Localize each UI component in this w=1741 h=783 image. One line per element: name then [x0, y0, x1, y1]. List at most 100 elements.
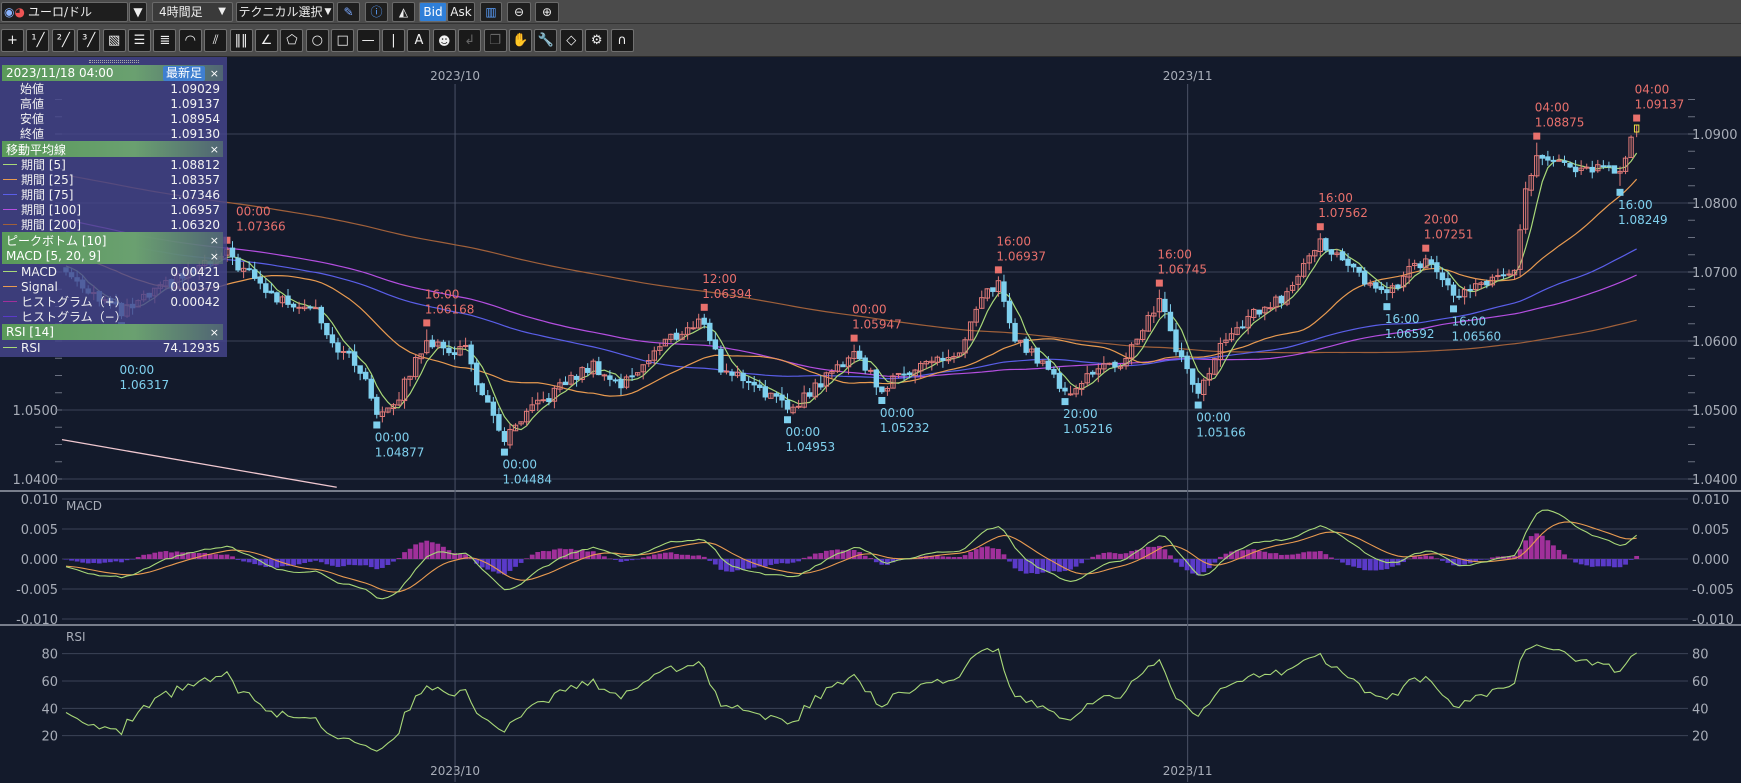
zoom-in-button[interactable]: ⊕ — [535, 2, 559, 22]
line-2-tool-button[interactable]: ²╱ — [51, 29, 75, 52]
info-button[interactable]: ⓘ — [365, 2, 388, 22]
candle-body — [490, 401, 497, 416]
symbol-select[interactable]: ◉ ◕ ユーロ/ドル — [1, 2, 128, 22]
macd-histogram-negative-bar — [1334, 559, 1340, 560]
macd-histogram-negative-bar — [108, 559, 113, 563]
bottom-marker — [784, 416, 791, 424]
macd-histogram-negative-bar — [624, 559, 629, 561]
pencil-button[interactable]: ✎ — [337, 2, 360, 22]
candle-body — [285, 295, 291, 305]
wrench-tool-button[interactable]: 🔧 — [534, 29, 558, 52]
rsi-panel-title: RSI — [66, 630, 86, 644]
macd-histogram-positive-bar — [579, 549, 585, 559]
timeframe-select[interactable]: 4時間足 ▼ — [152, 2, 233, 22]
ma-row: 期間 [25] 1.08357 — [0, 172, 227, 187]
rsi-axis-label-left: 60 — [41, 675, 58, 690]
candle — [1095, 363, 1101, 383]
angle-tool-button[interactable]: ∠ — [255, 29, 278, 52]
horizontal-line-tool-button[interactable]: — — [356, 29, 380, 52]
row-value: 1.09130 — [170, 126, 220, 141]
candle-body — [529, 404, 535, 412]
macd-histogram-negative-bar — [85, 559, 91, 564]
vertical-lines-tool-button[interactable]: ‖‖ — [229, 29, 253, 52]
line-3-tool-button[interactable]: ³╱ — [77, 29, 101, 52]
macd-histogram-positive-bar — [818, 553, 824, 559]
vertical-line-tool-button[interactable]: | — [382, 29, 405, 52]
candle-body — [623, 376, 630, 388]
close-icon[interactable]: × — [209, 325, 219, 339]
candle-body — [906, 372, 913, 376]
bid-button[interactable]: Bid — [419, 2, 447, 22]
undo-tool-button[interactable]: ↲ — [458, 29, 482, 52]
symbol-dropdown-button[interactable]: ▼ — [129, 2, 147, 22]
pentagon-tool-button[interactable]: ⬠ — [280, 29, 304, 52]
panel-drag-handle[interactable] — [0, 57, 227, 65]
candle — [1117, 363, 1124, 371]
candle-body — [734, 371, 741, 377]
hand-tool-button[interactable]: ✋ — [509, 29, 532, 52]
technical-select[interactable]: テクニカル選択 ▼ — [236, 2, 334, 22]
candle-body — [1195, 383, 1201, 394]
line-1-tool-button[interactable]: ¹╱ — [26, 29, 50, 52]
multi-lines-tool-button[interactable]: ≣ — [153, 29, 177, 52]
macd-histogram-positive-bar — [1290, 554, 1295, 559]
ruler-icon: ▧ — [107, 33, 121, 48]
candle — [1572, 160, 1579, 178]
candle — [768, 392, 774, 399]
chevron-down-icon: ▼ — [218, 6, 226, 17]
rectangle-tool-button[interactable]: □ — [331, 29, 355, 52]
candle — [279, 295, 286, 308]
candle — [1617, 166, 1623, 186]
text-tool-button[interactable]: A — [407, 29, 431, 52]
macd-histogram-positive-bar — [663, 552, 668, 559]
candle-body — [718, 348, 724, 373]
close-icon[interactable]: × — [209, 233, 219, 247]
candle-body — [501, 431, 508, 442]
ruler-tool-button[interactable]: ▧ — [102, 29, 126, 52]
macd-histogram-negative-bar — [774, 559, 779, 564]
candle-body — [1511, 269, 1518, 276]
magnet-tool-button[interactable]: ∩ — [610, 29, 634, 52]
candle — [1600, 160, 1607, 170]
candle-body — [845, 357, 852, 368]
macd-histogram-positive-bar — [402, 552, 407, 559]
price-axis-label-right: 1.0800 — [1692, 197, 1738, 212]
close-icon[interactable]: × — [209, 142, 219, 156]
arc-tool-button[interactable]: ◠ — [178, 29, 202, 52]
candle-body — [1045, 360, 1052, 370]
candle-body — [690, 327, 696, 330]
horizontal-lines-tool-button[interactable]: ☰ — [128, 29, 151, 52]
zoom-out-button[interactable]: ⊖ — [507, 2, 531, 22]
icon-stamp-icon: ☻ — [438, 33, 451, 48]
circle-tool-button[interactable]: ○ — [305, 29, 329, 52]
macd-histogram-negative-bar — [391, 559, 396, 562]
copy-tool-button[interactable]: ❐ — [483, 29, 507, 52]
close-icon[interactable]: × — [209, 66, 219, 80]
close-icon[interactable]: × — [209, 249, 219, 263]
candle — [784, 393, 791, 414]
macd-histogram-negative-bar — [1484, 559, 1490, 560]
candle — [568, 371, 574, 386]
candle-body — [1367, 282, 1373, 286]
latest-bar-button[interactable]: 最新足 — [162, 65, 205, 81]
crosshair-tool-button[interactable]: + — [1, 29, 24, 52]
candle-body — [773, 393, 780, 397]
bottom-marker — [1194, 401, 1202, 409]
peak-marker — [1155, 279, 1163, 287]
candle-body — [1151, 312, 1157, 317]
icon-stamp-tool-button[interactable]: ☻ — [432, 29, 456, 52]
macd-histogram-negative-bar — [785, 559, 790, 564]
candle-body — [984, 288, 990, 299]
candle — [1156, 289, 1163, 318]
eraser-tool-button[interactable]: ◇ — [559, 29, 583, 52]
chart-display-button[interactable]: ▥ — [480, 2, 502, 22]
fan-tool-button[interactable]: ⫽ — [204, 29, 228, 52]
zoom-in-icon: ⊕ — [541, 5, 553, 19]
mountain-chart-button[interactable]: ◭ — [392, 2, 415, 22]
macd-histogram-negative-bar — [296, 559, 302, 565]
ask-button[interactable]: Ask — [447, 2, 475, 22]
peak-time-label: 12:00 — [702, 272, 737, 286]
macd-histogram-negative-bar — [724, 559, 729, 572]
settings-list-tool-button[interactable]: ⚙ — [585, 29, 609, 52]
